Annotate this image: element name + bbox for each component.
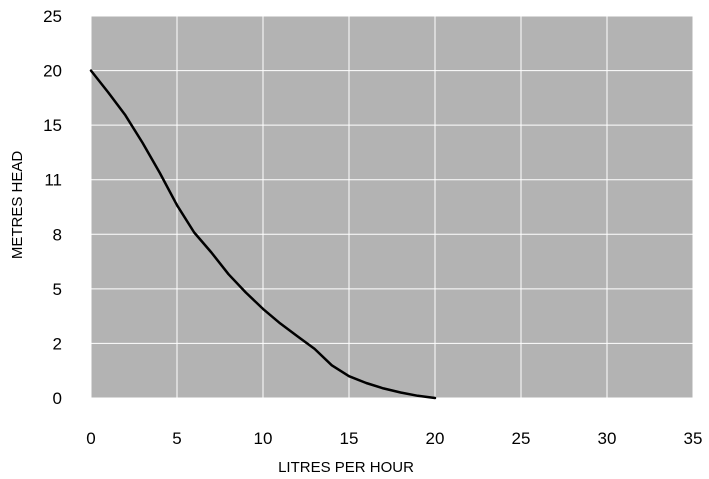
x-tick-label: 15	[340, 429, 359, 448]
x-tick-label: 5	[172, 429, 181, 448]
y-tick-label: 0	[53, 389, 62, 408]
y-tick-label: 15	[43, 116, 62, 135]
y-tick-label: 5	[53, 280, 62, 299]
x-axis-ticks: 0 5 10 15 20 25 30 35	[86, 429, 702, 448]
x-tick-label: 35	[684, 429, 703, 448]
pump-curve-line	[89, 69, 437, 400]
x-tick-label: 0	[86, 429, 95, 448]
x-tick-label: 20	[426, 429, 445, 448]
y-tick-label: 25	[43, 7, 62, 26]
x-tick-label: 30	[598, 429, 617, 448]
y-tick-label: 20	[43, 62, 62, 81]
y-tick-label: 8	[53, 225, 62, 244]
y-tick-label: 2	[53, 334, 62, 353]
plot-area	[91, 16, 693, 398]
x-tick-label: 10	[254, 429, 273, 448]
x-axis-title: LITRES PER HOUR	[278, 459, 414, 476]
y-axis-title: METRES HEAD	[9, 151, 26, 260]
grid-lines	[90, 15, 694, 399]
y-tick-label: 11	[44, 171, 62, 190]
x-tick-label: 25	[512, 429, 531, 448]
